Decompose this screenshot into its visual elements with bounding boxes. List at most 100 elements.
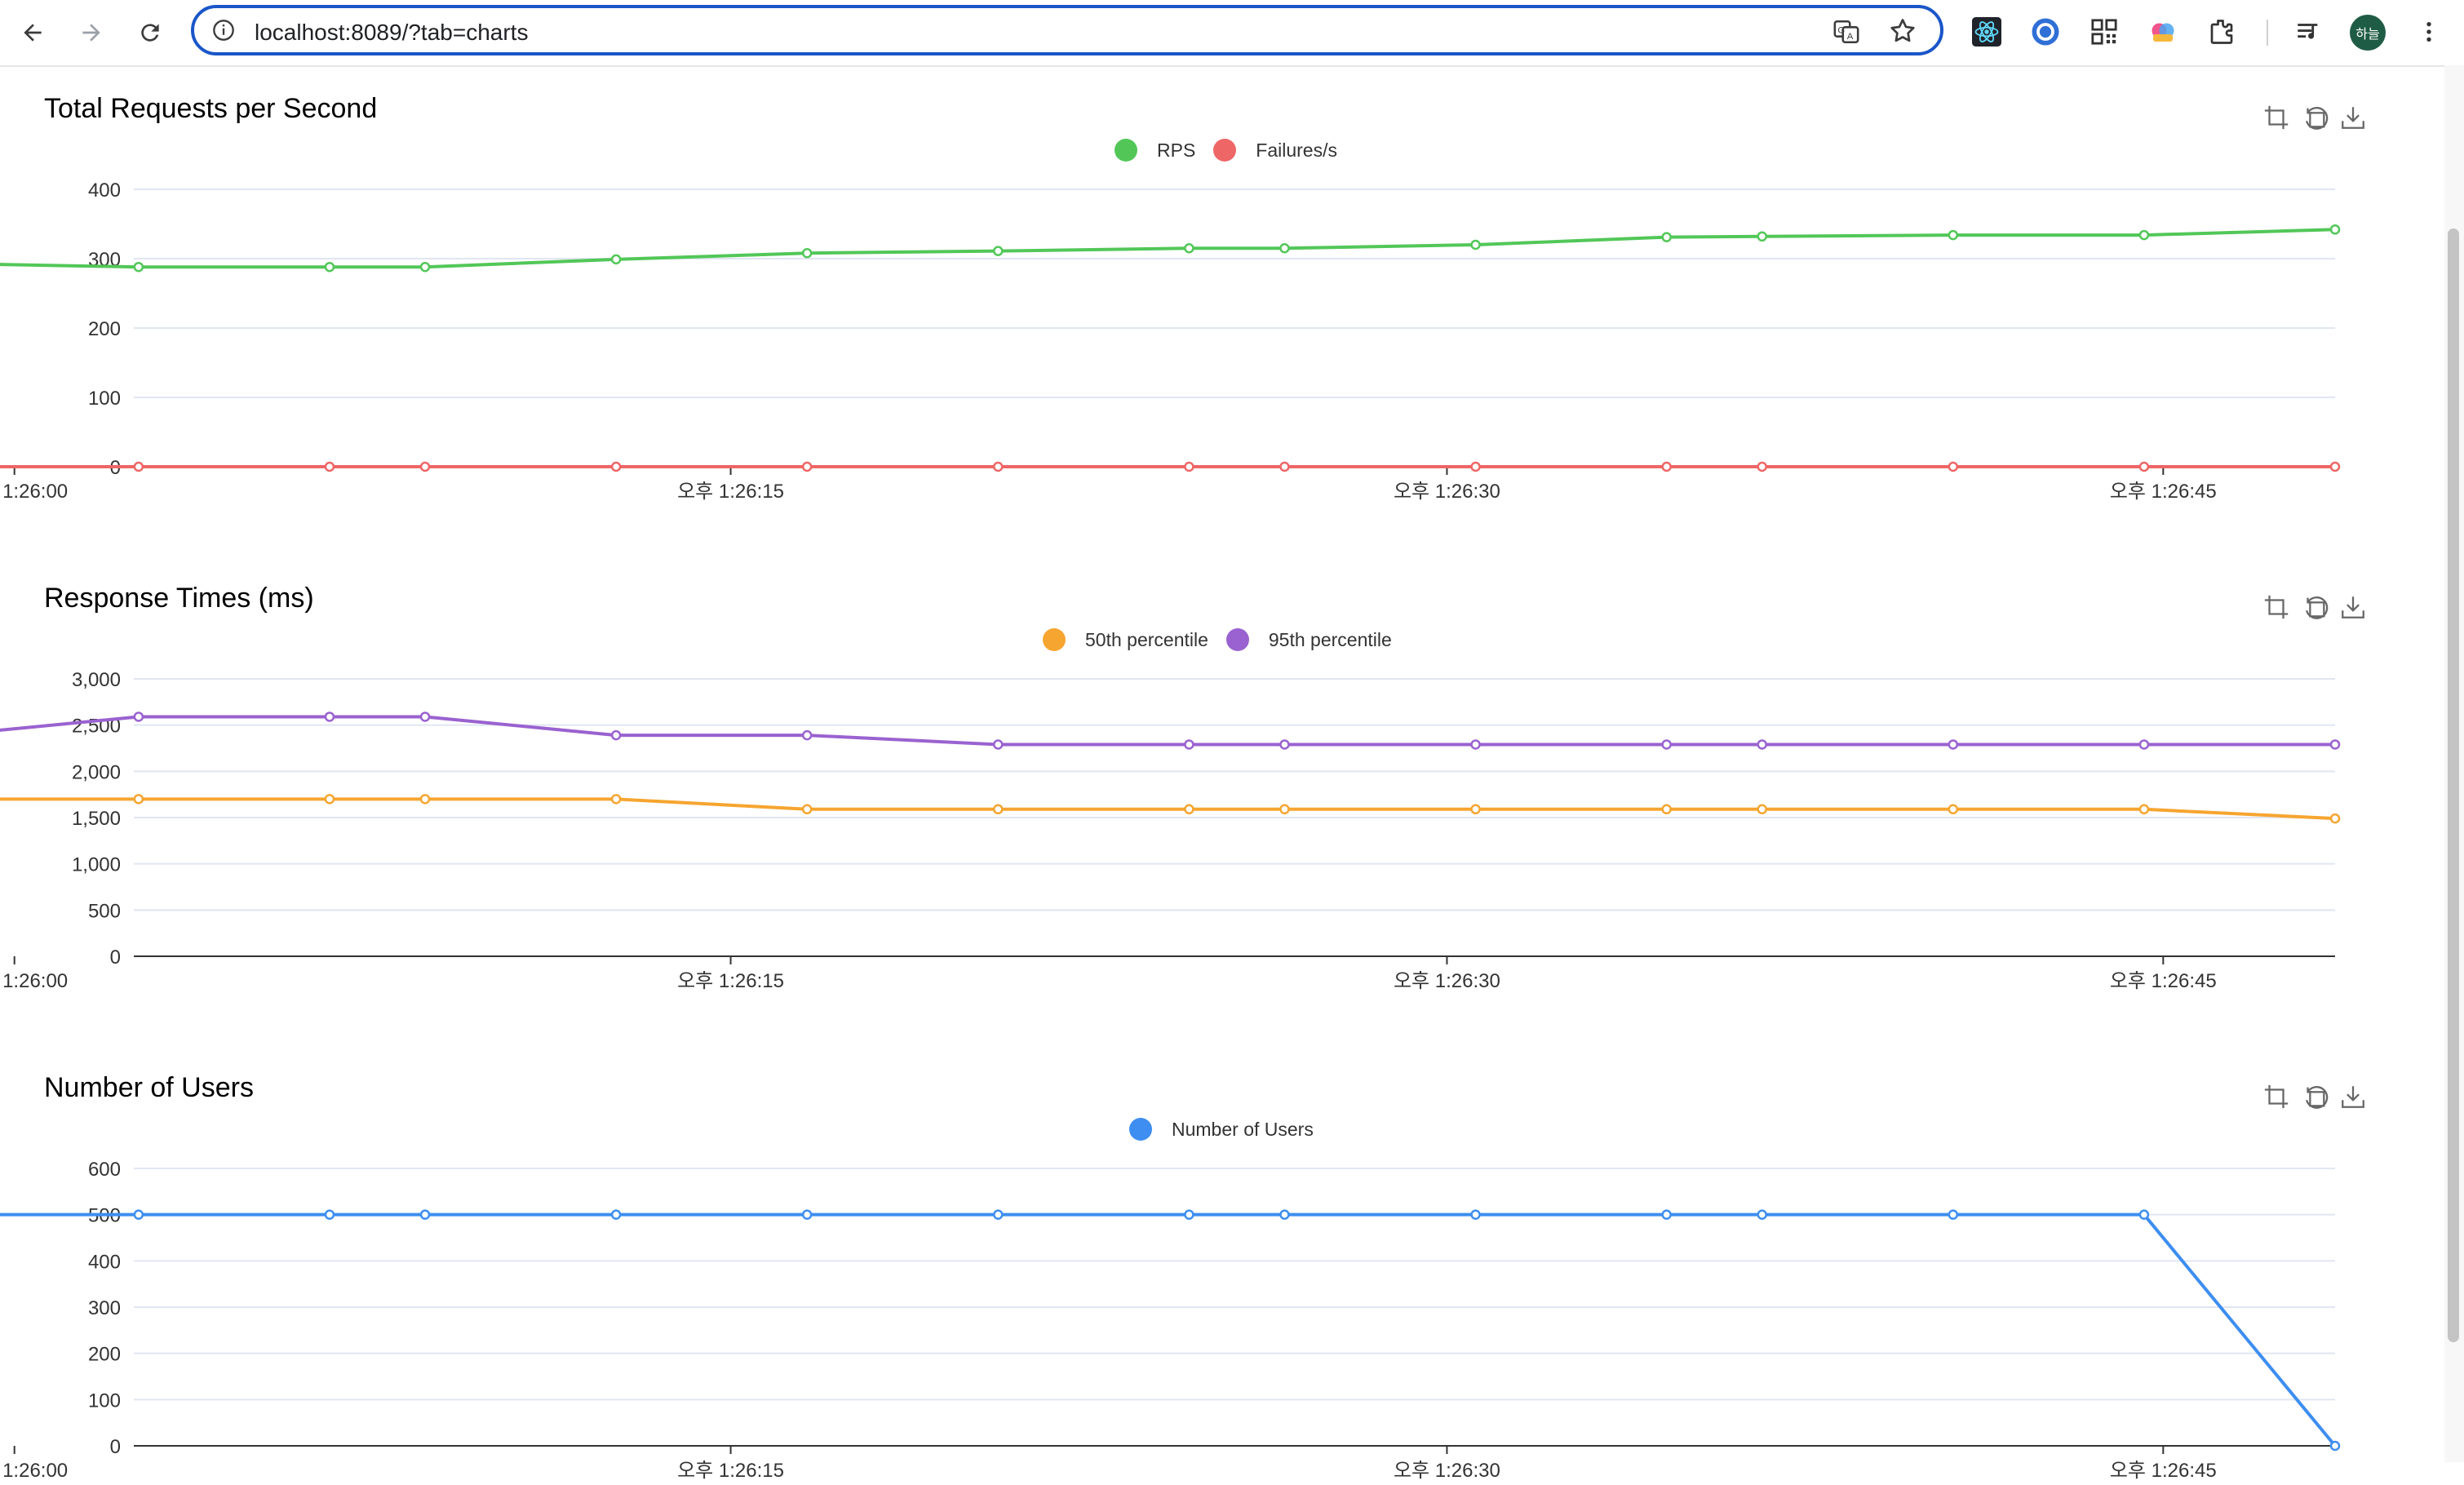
x-tick-label: 오후 1:26:15 <box>677 1460 784 1482</box>
data-point <box>324 1209 335 1220</box>
data-point <box>1184 1209 1194 1220</box>
legend-dot-icon <box>1129 1118 1152 1141</box>
data-point <box>1279 739 1290 750</box>
data-point <box>2329 224 2341 235</box>
y-tick-label: 3,000 <box>72 669 121 691</box>
data-point <box>2138 804 2150 815</box>
data-point <box>1279 804 1290 815</box>
zoom-icon[interactable] <box>2262 101 2290 134</box>
translate-icon[interactable]: G A <box>1832 18 1860 46</box>
data-point <box>801 729 813 741</box>
colorful-extension-icon[interactable] <box>2146 15 2180 49</box>
svg-text:G: G <box>1837 25 1845 35</box>
react-devtools-icon[interactable] <box>1970 15 2004 49</box>
data-point <box>801 1209 813 1220</box>
data-point <box>133 261 144 273</box>
data-point <box>1757 804 1767 815</box>
address-bar[interactable]: localhost:8089/?tab=charts G A <box>191 5 1943 55</box>
profile-avatar[interactable]: 하늘 <box>2350 15 2386 51</box>
download-icon[interactable] <box>2339 101 2368 134</box>
chart-title: Total Requests per Second <box>44 93 378 124</box>
zoom-icon[interactable] <box>2262 1080 2290 1113</box>
y-tick-label: 200 <box>88 1344 121 1366</box>
chart-toolbox <box>2262 101 2368 134</box>
legend-dot-icon <box>1043 628 1066 651</box>
data-point <box>2329 1440 2341 1452</box>
series-line <box>0 715 2335 747</box>
chart-legend[interactable]: 50th percentile 95th percentile <box>1043 628 1410 651</box>
chart-legend[interactable]: Number of Users <box>1129 1118 1332 1141</box>
chart-title: Number of Users <box>44 1072 254 1103</box>
series-line <box>0 465 2335 468</box>
x-tick-label: 오후 1:26:45 <box>2110 970 2217 992</box>
legend-item[interactable]: Number of Users <box>1129 1118 1314 1141</box>
reload-icon[interactable] <box>131 13 170 52</box>
legend-label: 95th percentile <box>1268 628 1392 650</box>
back-icon[interactable] <box>13 13 52 52</box>
download-icon[interactable] <box>2339 1080 2368 1113</box>
forward-icon[interactable] <box>72 13 111 52</box>
y-tick-label: 200 <box>88 318 121 340</box>
data-point <box>1948 739 1959 750</box>
data-point <box>2138 229 2150 241</box>
data-point <box>610 461 622 472</box>
puzzle-extensions-icon[interactable] <box>2205 15 2239 49</box>
browser-toolbar: localhost:8089/?tab=charts G A <box>0 0 2464 67</box>
x-tick-label: 오후 1:26:45 <box>2110 481 2217 503</box>
data-point <box>2138 739 2150 750</box>
chart-legend[interactable]: RPS Failures/s <box>1115 139 1355 162</box>
data-point <box>1948 804 1959 815</box>
x-tick-label: 오후 1:26:30 <box>1394 481 1500 503</box>
x-tick-label: 오후 1:26:30 <box>1394 1460 1500 1482</box>
data-point <box>2138 461 2150 472</box>
restore-icon[interactable] <box>2300 101 2329 134</box>
legend-label: 50th percentile <box>1085 628 1208 650</box>
restore-icon[interactable] <box>2300 1080 2329 1113</box>
data-point <box>133 461 144 472</box>
download-icon[interactable] <box>2339 591 2368 623</box>
data-point <box>993 1209 1004 1220</box>
chart-toolbox <box>2262 1080 2368 1113</box>
data-point <box>1470 739 1481 750</box>
legend-item[interactable]: RPS <box>1115 139 1195 162</box>
restore-icon[interactable] <box>2300 591 2329 623</box>
data-point <box>1470 1209 1481 1220</box>
legend-item[interactable]: 95th percentile <box>1225 628 1392 651</box>
legend-label: Failures/s <box>1256 139 1337 161</box>
data-point <box>801 461 813 472</box>
legend-item[interactable]: 50th percentile <box>1043 628 1208 651</box>
x-tick-label: 오후 1:26:00 <box>0 970 68 992</box>
svg-text:A: A <box>1847 32 1854 42</box>
legend-item[interactable]: Failures/s <box>1213 139 1337 162</box>
data-point <box>1948 229 1959 241</box>
y-tick-label: 100 <box>88 388 121 410</box>
blue-circle-extension-icon[interactable] <box>2028 15 2063 49</box>
y-tick-label: 500 <box>88 900 121 922</box>
y-tick-label: 0 <box>110 1436 121 1458</box>
data-point <box>1184 804 1194 815</box>
site-info-icon[interactable] <box>212 19 235 42</box>
scrollbar-thumb[interactable] <box>2448 228 2459 1342</box>
chart-toolbox <box>2262 591 2368 623</box>
menu-kebab-icon[interactable] <box>2412 15 2446 49</box>
data-point <box>324 794 335 805</box>
series-line <box>0 1212 2337 1447</box>
zoom-icon[interactable] <box>2262 591 2290 623</box>
bookmark-star-icon[interactable] <box>1888 16 1917 46</box>
qr-code-icon[interactable] <box>2087 15 2121 49</box>
data-point <box>2329 813 2341 824</box>
data-point <box>801 247 813 259</box>
data-point <box>419 261 431 273</box>
y-tick-label: 1,500 <box>72 808 121 830</box>
data-point <box>1470 461 1481 472</box>
y-tick-label: 2,000 <box>72 761 121 783</box>
data-point <box>610 1209 622 1220</box>
series-line <box>0 228 2336 269</box>
data-point <box>1661 739 1672 750</box>
legend-label: Number of Users <box>1172 1118 1314 1140</box>
data-point <box>993 246 1004 256</box>
media-queue-icon[interactable] <box>2291 15 2325 49</box>
url-text[interactable]: localhost:8089/?tab=charts <box>255 20 529 45</box>
